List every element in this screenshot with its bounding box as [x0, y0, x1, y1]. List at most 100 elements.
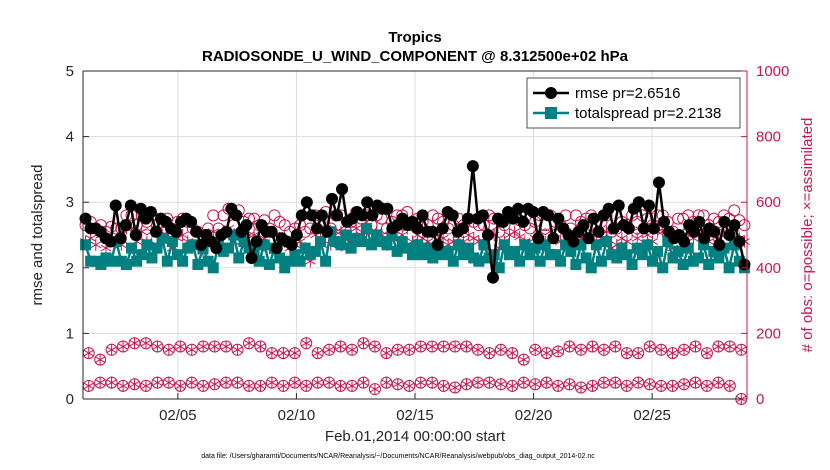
asterisk-stroke — [163, 379, 175, 387]
asterisk-stroke — [621, 382, 633, 390]
obs-assimilated-marker — [346, 379, 358, 392]
obs-assimilated-marker — [678, 378, 690, 391]
asterisk-stroke — [255, 343, 266, 350]
spread-point — [95, 259, 107, 271]
asterisk-stroke — [163, 346, 175, 354]
obs-assimilated-marker — [609, 376, 621, 389]
obs-assimilated-marker — [209, 378, 221, 391]
asterisk-stroke — [392, 346, 404, 354]
obs-assimilated-marker — [529, 343, 541, 356]
rmse-point — [587, 212, 600, 225]
obs-assimilated-marker — [94, 353, 106, 366]
asterisk-stroke — [106, 379, 118, 387]
spread-point — [355, 236, 367, 248]
y-axis-label-left: rmse and totalspread — [29, 165, 46, 306]
spread-point — [228, 229, 240, 241]
obs-assimilated-marker — [151, 340, 163, 353]
obs-assimilated-marker — [564, 378, 575, 391]
asterisk-stroke — [449, 384, 461, 391]
obs-assimilated-marker — [415, 376, 427, 389]
asterisk-stroke — [472, 379, 484, 387]
rmse-point — [512, 202, 525, 215]
rmse-point — [582, 232, 595, 245]
asterisk-stroke — [587, 343, 598, 350]
obs-assimilated-marker — [277, 379, 289, 392]
obs-assimilated-marker — [266, 347, 278, 360]
asterisk-stroke — [277, 382, 289, 390]
rmse-point — [461, 212, 474, 225]
rmse-point — [265, 225, 278, 238]
rmse-point — [476, 209, 489, 222]
obs-assimilated-marker — [277, 347, 289, 360]
obs-assimilated-marker — [255, 379, 266, 392]
obs-assimilated-marker — [483, 347, 495, 360]
rmse-point — [185, 215, 198, 228]
obs-assimilated-marker — [243, 337, 255, 350]
rmse-point — [310, 222, 323, 235]
obs-assimilated-marker — [598, 343, 610, 356]
spread-point — [309, 245, 321, 257]
asterisk-stroke — [426, 379, 438, 387]
obs-assimilated-marker — [552, 345, 564, 358]
y-tick-label-left: 0 — [66, 391, 74, 408]
legend-rmse-label: rmse pr=2.6516 — [575, 85, 680, 102]
rmse-point — [612, 199, 625, 212]
obs-assimilated-marker — [106, 376, 118, 389]
asterisk-stroke — [243, 382, 255, 390]
spread-point — [493, 262, 505, 274]
spread-point — [555, 255, 567, 267]
asterisk-stroke — [346, 382, 358, 390]
obs-assimilated-marker — [598, 376, 610, 389]
spread-point — [442, 245, 454, 257]
asterisk-stroke — [495, 380, 507, 388]
spread-point — [161, 255, 173, 267]
obs-assimilated-marker — [300, 337, 312, 350]
spread-point — [458, 249, 470, 261]
asterisk-stroke — [564, 380, 575, 388]
spread-point — [524, 249, 536, 261]
spread-point — [509, 245, 521, 257]
asterisk-stroke — [289, 349, 301, 357]
rmse-point — [622, 222, 635, 235]
obs-assimilated-marker — [255, 340, 266, 353]
asterisk-stroke — [415, 343, 427, 350]
x-axis-label: Feb.01,2014 00:00:00 start — [325, 428, 506, 445]
spread-point — [539, 239, 551, 251]
obs-assimilated-marker — [587, 340, 598, 353]
rmse-point — [517, 215, 530, 228]
asterisk-stroke — [380, 349, 392, 357]
asterisk-stroke — [174, 343, 186, 350]
asterisk-stroke — [83, 349, 95, 357]
obs-assimilated-marker — [323, 343, 335, 356]
rmse-point — [245, 251, 258, 264]
asterisk-stroke — [335, 382, 347, 390]
obs-assimilated-marker — [541, 347, 553, 360]
rmse-point — [466, 160, 479, 173]
rmse-point — [149, 225, 162, 238]
obs-assimilated-marker — [506, 379, 518, 392]
obs-assimilated-marker — [312, 347, 324, 360]
spread-point — [386, 229, 398, 241]
rmse-point — [708, 225, 721, 238]
asterisk-stroke — [518, 379, 530, 387]
spread-point — [253, 255, 265, 267]
rmse-point — [305, 209, 318, 222]
obs-assimilated-marker — [724, 340, 736, 353]
rmse-point — [738, 258, 751, 271]
asterisk-stroke — [506, 382, 518, 390]
obs-assimilated-marker — [449, 381, 461, 394]
asterisk-stroke — [564, 343, 575, 350]
asterisk-stroke — [621, 238, 633, 245]
rmse-point — [356, 209, 369, 222]
spread-point — [202, 255, 214, 267]
obs-assimilated-marker — [197, 340, 209, 353]
rmse-point — [144, 206, 157, 219]
asterisk-stroke — [449, 343, 461, 350]
spread-point — [335, 239, 347, 251]
rmse-point — [315, 209, 328, 222]
obs-assimilated-marker — [632, 376, 644, 389]
asterisk-stroke — [598, 346, 610, 354]
rmse-point — [542, 209, 555, 222]
x-tick-label: 02/25 — [633, 407, 671, 424]
obs-assimilated-marker — [644, 340, 656, 353]
